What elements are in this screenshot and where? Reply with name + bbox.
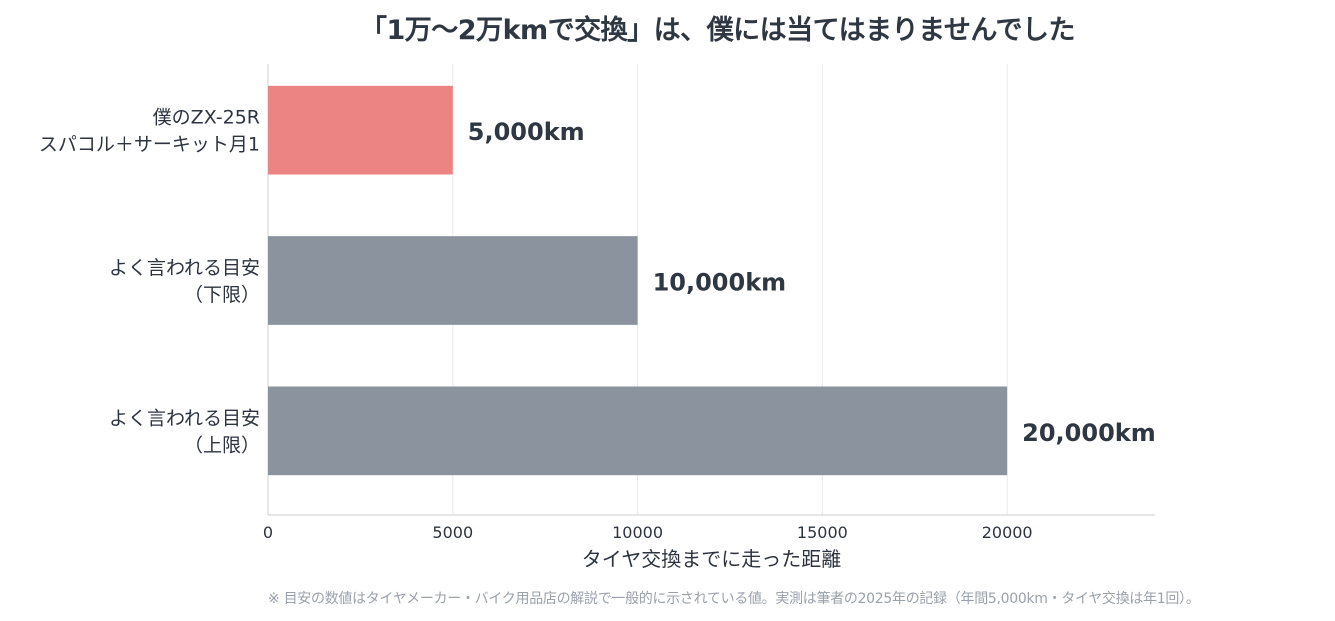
bar — [268, 386, 1008, 476]
y-tick-label: スパコル＋サーキット月1 — [39, 134, 260, 156]
x-tick-label: 5000 — [432, 523, 473, 542]
y-tick-label: よく言われる目安 — [109, 407, 260, 429]
x-tick-label: 0 — [263, 523, 273, 542]
footnote: ※ 目安の数値はタイヤメーカー・バイク用品店の解説で一般的に示されている値。実測… — [268, 591, 1200, 607]
x-tick-label: 15000 — [797, 523, 848, 542]
x-axis-label: タイヤ交換までに走った距離 — [582, 547, 841, 571]
bar — [268, 236, 638, 325]
bar — [268, 85, 453, 175]
bar-value-label: 5,000km — [468, 118, 585, 146]
bar-value-label: 20,000km — [1022, 419, 1156, 447]
y-tick-label: 僕のZX-25R — [153, 107, 260, 129]
bar-value-label: 10,000km — [653, 269, 787, 297]
y-tick-label: （上限） — [184, 434, 260, 456]
x-tick-label: 20000 — [982, 523, 1033, 542]
y-tick-label: （下限） — [184, 284, 260, 306]
chart-title: 「1万〜2万kmで交換」は、僕には当てはまりませんでした — [360, 15, 1075, 46]
y-tick-label: よく言われる目安 — [109, 257, 260, 279]
x-tick-label: 10000 — [612, 523, 663, 542]
